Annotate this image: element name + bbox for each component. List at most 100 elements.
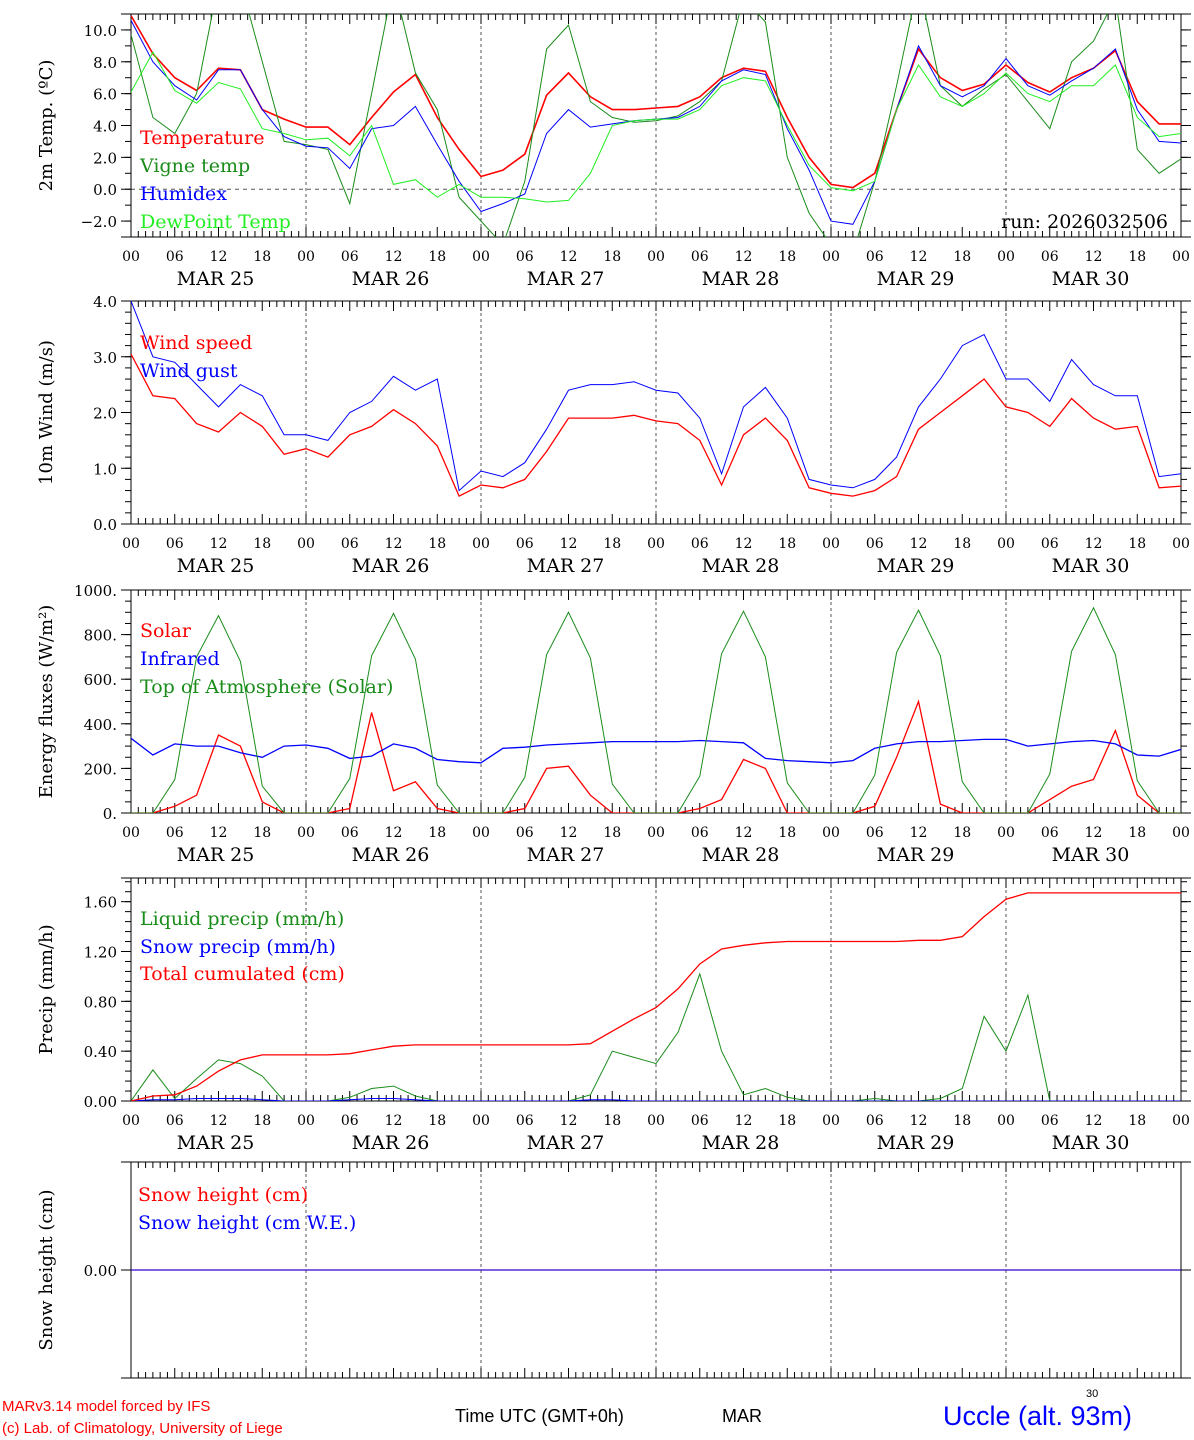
series-line-vigne-temp — [131, 14, 1181, 237]
x-tick-label: 18 — [778, 536, 796, 552]
x-tick-label: 12 — [1085, 825, 1103, 841]
y-tick-label: 0.40 — [84, 1043, 117, 1061]
x-date-label: MAR 28 — [702, 555, 780, 577]
panel-3: 0. 200. 400. 600. 800. 1000. Energy fluxes (W/… — [36, 582, 1191, 866]
x-date-label: MAR 27 — [527, 1132, 605, 1154]
x-tick-label: 12 — [385, 536, 403, 552]
x-tick-label: 00 — [647, 536, 665, 552]
x-tick-label: 12 — [560, 249, 578, 265]
panel-1: −2.0 0.0 2.0 4.0 6.0 8.0 10.0 2m Temp. (ºC) 00 06… — [36, 13, 1191, 290]
x-date-label: MAR 28 — [702, 268, 780, 290]
x-tick-label: 00 — [297, 536, 315, 552]
x-tick-label: 18 — [253, 249, 271, 265]
x-tick-label: 12 — [910, 249, 928, 265]
x-date-label: MAR 29 — [877, 555, 955, 577]
x-tick-label: 00 — [997, 825, 1015, 841]
x-tick-label: 00 — [297, 825, 315, 841]
x-tick-label: 00 — [1172, 249, 1190, 265]
x-tick-label: 12 — [1085, 249, 1103, 265]
y-tick-label: 6.0 — [93, 86, 117, 104]
y-tick-label: 3.0 — [93, 349, 117, 367]
y-tick-label: 1000. — [74, 582, 117, 600]
x-tick-label: 12 — [735, 536, 753, 552]
legend-entry: Wind gust — [140, 360, 238, 382]
x-tick-label: 00 — [297, 1113, 315, 1129]
series-line-dewpoint-temp — [131, 51, 1181, 203]
x-tick-label: 18 — [1128, 249, 1146, 265]
x-date-label: MAR 29 — [877, 268, 955, 290]
x-tick-label: 00 — [122, 536, 140, 552]
x-tick-label: 18 — [1128, 536, 1146, 552]
y-tick-label: −2.0 — [81, 213, 117, 231]
x-date-label: MAR 27 — [527, 555, 605, 577]
x-tick-label: 18 — [428, 249, 446, 265]
x-tick-label: 00 — [472, 536, 490, 552]
footer-credit: (c) Lab. of Climatology, University of L… — [2, 1420, 283, 1437]
y-tick-label: 10.0 — [84, 22, 117, 40]
series-group — [131, 14, 1181, 237]
x-tick-label: 00 — [1172, 825, 1190, 841]
y-tick-label: 2.0 — [93, 149, 117, 167]
panel-2: 0.0 1.0 2.0 3.0 4.0 10m Wind (m/s) 00 06 12 18 00 0… — [36, 293, 1191, 577]
x-tick-label: 18 — [253, 536, 271, 552]
y-axis-title: Snow height (cm) — [36, 1189, 57, 1350]
x-tick-label: 12 — [735, 1113, 753, 1129]
legend-entry: Humidex — [140, 183, 227, 205]
series-line-liquid-precip-mm-h- — [131, 972, 1181, 1101]
x-tick-label: 06 — [516, 825, 534, 841]
x-tick-label: 06 — [341, 1113, 359, 1129]
x-tick-label: 12 — [210, 249, 228, 265]
x-tick-label: 12 — [210, 1113, 228, 1129]
x-tick-label: 00 — [122, 249, 140, 265]
x-tick-label: 06 — [691, 249, 709, 265]
x-date-label: MAR 28 — [702, 1132, 780, 1154]
legend-entry: DewPoint Temp — [140, 211, 291, 233]
x-tick-label: 18 — [428, 536, 446, 552]
x-date-label: MAR 30 — [1052, 844, 1130, 866]
x-tick-label: 12 — [385, 825, 403, 841]
panel-4: 0.00 0.40 0.80 1.20 1.60 Precip (mm/h) 00 06 12 1… — [36, 877, 1191, 1154]
x-tick-label: 18 — [778, 825, 796, 841]
x-tick-label: 18 — [953, 825, 971, 841]
x-date-label: MAR 25 — [177, 1132, 255, 1154]
x-tick-label: 12 — [1085, 536, 1103, 552]
y-axis-title: Energy fluxes (W/m²) — [36, 605, 57, 799]
x-tick-label: 12 — [560, 825, 578, 841]
x-date-label: MAR 25 — [177, 844, 255, 866]
x-tick-label: 00 — [822, 1113, 840, 1129]
y-tick-label: 1.0 — [93, 460, 117, 478]
x-tick-label: 00 — [297, 249, 315, 265]
x-tick-label: 12 — [385, 1113, 403, 1129]
x-date-label: MAR 25 — [177, 268, 255, 290]
legend-entry: Top of Atmosphere (Solar) — [140, 676, 393, 698]
y-tick-label: 200. — [84, 760, 117, 778]
x-tick-label: 12 — [560, 536, 578, 552]
x-date-label: MAR 28 — [702, 844, 780, 866]
x-tick-label: 00 — [647, 825, 665, 841]
y-tick-label: 400. — [84, 716, 117, 734]
x-tick-label: 18 — [603, 1113, 621, 1129]
x-tick-label: 00 — [472, 1113, 490, 1129]
series-group — [131, 606, 1181, 813]
x-date-label: MAR 26 — [352, 268, 430, 290]
series-line-infrared — [131, 737, 1181, 764]
y-tick-label: 0.00 — [84, 1262, 117, 1280]
x-tick-label: 18 — [603, 249, 621, 265]
legend-entry: Wind speed — [140, 332, 252, 354]
legend-entry: Solar — [140, 620, 192, 642]
series-line-total-cumulated-cm- — [131, 892, 1181, 1101]
x-tick-label: 18 — [253, 1113, 271, 1129]
y-tick-label: 0.00 — [84, 1093, 117, 1111]
x-date-label: MAR 26 — [352, 1132, 430, 1154]
x-tick-label: 18 — [428, 825, 446, 841]
y-tick-label: 1.60 — [84, 894, 117, 912]
x-date-label: MAR 26 — [352, 555, 430, 577]
series-group — [131, 892, 1181, 1101]
x-tick-label: 18 — [778, 1113, 796, 1129]
x-tick-label: 06 — [866, 249, 884, 265]
x-tick-label: 18 — [603, 825, 621, 841]
series-group — [131, 301, 1181, 497]
legend-entry: Total cumulated (cm) — [140, 963, 345, 985]
y-axis-title: 2m Temp. (ºC) — [36, 60, 57, 192]
